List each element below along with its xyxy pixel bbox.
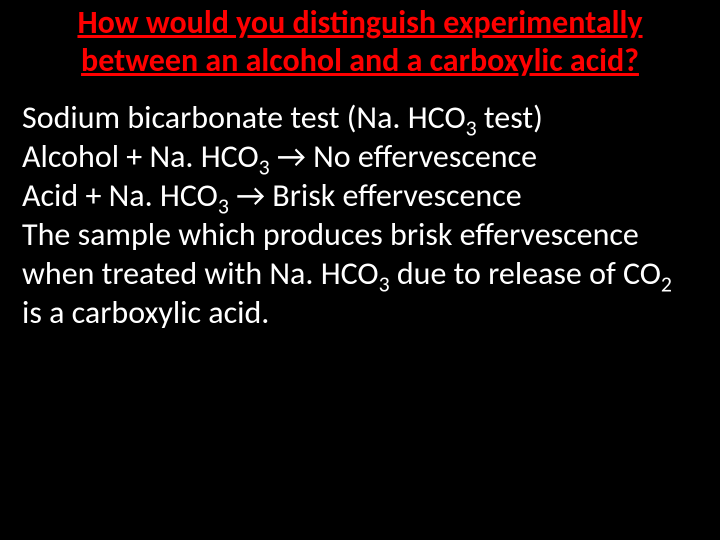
text-fragment: → No effervescence	[270, 137, 537, 176]
text-fragment: Alcohol +	[22, 137, 149, 176]
body-line-2: Alcohol + Na. HCO3 → No effervescence	[22, 137, 698, 176]
slide-title: How would you distinguish experimentally…	[20, 4, 700, 80]
slide: How would you distinguish experimentally…	[0, 0, 720, 540]
text-fragment: test)	[477, 98, 543, 137]
text-fragment: Na. HCO	[149, 137, 258, 176]
text-fragment: is a carboxylic acid.	[22, 293, 269, 332]
subscript: 3	[379, 270, 390, 297]
text-fragment: Na. HCO	[269, 254, 378, 293]
text-fragment: Na. HCO	[356, 98, 465, 137]
body-line-1: Sodium bicarbonate test (Na. HCO3 test)	[22, 98, 698, 137]
text-fragment: → Brisk effervescence	[229, 176, 522, 215]
subscript: 2	[661, 270, 672, 297]
slide-body: Sodium bicarbonate test (Na. HCO3 test) …	[20, 98, 700, 332]
text-fragment: Sodium bicarbonate test (	[22, 98, 356, 137]
body-line-3: Acid + Na. HCO3 → Brisk effervescence	[22, 176, 698, 215]
text-fragment: Acid +	[22, 176, 109, 215]
text-fragment: Na. HCO	[109, 176, 218, 215]
body-line-4-5: The sample which produces brisk efferves…	[22, 215, 698, 332]
text-fragment: due to release of CO	[390, 254, 661, 293]
